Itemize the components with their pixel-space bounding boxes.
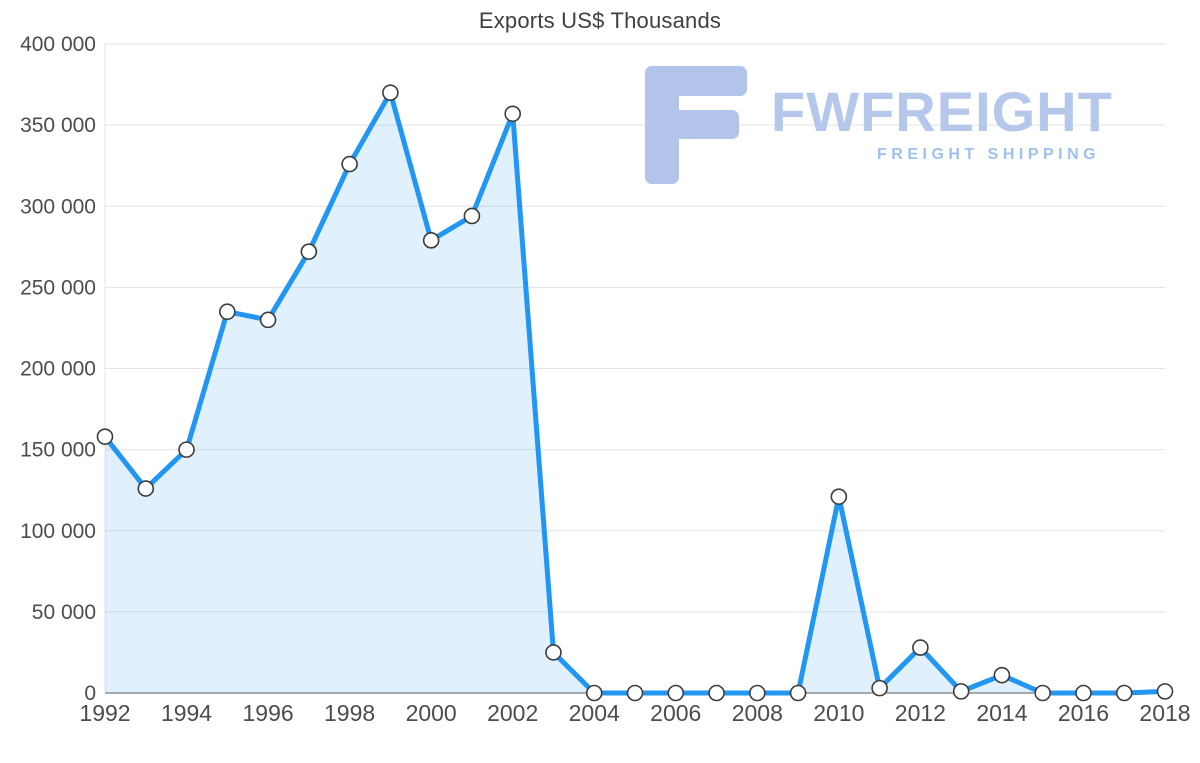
y-tick-label: 300 000 (20, 195, 96, 218)
x-tick-label: 1992 (79, 700, 130, 726)
y-tick-label: 200 000 (20, 358, 96, 381)
data-point-1999[interactable] (382, 84, 399, 101)
series-area-fill (105, 92, 1165, 694)
x-tick-label: 2016 (1058, 700, 1109, 726)
data-point-2017[interactable] (1115, 684, 1133, 702)
x-tick-label: 2014 (976, 700, 1027, 726)
data-point-2000[interactable] (422, 232, 440, 249)
data-point-2004[interactable] (585, 684, 603, 702)
y-tick-label: 250 000 (20, 276, 96, 299)
data-point-1995[interactable] (219, 303, 236, 321)
data-point-2015[interactable] (1034, 684, 1051, 702)
data-point-1998[interactable] (341, 155, 358, 173)
data-point-2002[interactable] (504, 105, 521, 123)
data-point-1992[interactable] (96, 428, 114, 445)
data-point-2007[interactable] (708, 684, 725, 702)
chart-title: Exports US$ Thousands (478, 8, 722, 33)
data-point-2009[interactable] (789, 684, 807, 702)
data-point-2014[interactable] (993, 666, 1011, 684)
x-tick-label: 2012 (895, 700, 946, 726)
y-tick-label: 150 000 (20, 439, 96, 462)
data-point-1996[interactable] (259, 311, 277, 329)
y-tick-label: 50 000 (32, 601, 96, 624)
data-point-2018[interactable] (1156, 683, 1174, 700)
data-point-1994[interactable] (178, 441, 195, 458)
y-tick-label: 0 (84, 682, 96, 705)
data-point-1993[interactable] (137, 480, 155, 497)
y-tick-label: 400 000 (20, 33, 96, 56)
data-point-2013[interactable] (952, 683, 970, 700)
x-tick-label: 1996 (242, 700, 293, 726)
x-tick-label: 2008 (732, 700, 783, 726)
x-tick-label: 1994 (161, 700, 212, 726)
data-point-2001[interactable] (463, 207, 481, 225)
data-point-2005[interactable] (626, 684, 644, 702)
x-tick-label: 2002 (487, 700, 538, 726)
y-tick-label: 100 000 (20, 520, 96, 543)
data-point-2010[interactable] (830, 488, 848, 505)
y-tick-label: 350 000 (20, 114, 96, 137)
x-tick-label: 2004 (569, 700, 620, 726)
x-tick-label: 2010 (813, 700, 864, 726)
data-point-2011[interactable] (871, 679, 888, 697)
x-tick-label: 1998 (324, 700, 375, 726)
x-tick-label: 2018 (1139, 700, 1190, 726)
x-tick-label: 2000 (406, 700, 457, 726)
data-point-2008[interactable] (749, 684, 766, 702)
data-point-2006[interactable] (667, 684, 685, 702)
x-tick-label: 2006 (650, 700, 701, 726)
data-point-2003[interactable] (545, 644, 562, 661)
data-point-2016[interactable] (1075, 684, 1092, 702)
data-point-2012[interactable] (912, 639, 929, 656)
data-point-1997[interactable] (300, 243, 318, 260)
